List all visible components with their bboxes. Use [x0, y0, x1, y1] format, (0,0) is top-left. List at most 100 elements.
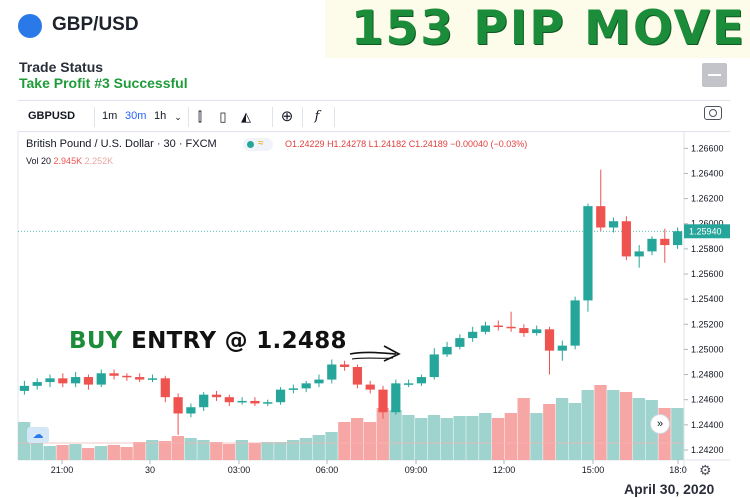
candle-body — [263, 402, 273, 404]
candle-body — [557, 345, 567, 351]
current-price-label: 1.25940 — [689, 226, 722, 236]
tradingview-logo[interactable]: ☁ — [27, 427, 49, 443]
volume-bar — [184, 438, 197, 460]
market-status-badge: ≈ — [243, 138, 273, 151]
volume-bar — [568, 403, 582, 460]
buy-label: BUY — [69, 328, 123, 354]
add-indicator-icon[interactable]: ⊕ — [280, 108, 294, 125]
interval-1h[interactable]: 1h — [154, 110, 167, 122]
interval-30m[interactable]: 30m — [125, 110, 147, 122]
volume-bar — [491, 418, 505, 460]
toolbar-divider — [302, 107, 303, 127]
volume-bar — [619, 392, 633, 460]
volume-bar — [274, 442, 287, 460]
volume-bar — [415, 418, 428, 460]
symbol-search[interactable]: GBPUSD — [28, 110, 76, 122]
volume-bar — [210, 442, 223, 460]
volume-bar — [363, 422, 377, 460]
ohlc-close: C1.24189 — [408, 139, 448, 149]
volume-bar — [197, 440, 210, 460]
ohlc-readout: O1.24229 H1.24278 L1.24182 C1.24189 −0.0… — [285, 139, 527, 149]
entry-arrow-shaft-2 — [351, 357, 394, 360]
gear-icon[interactable]: ⚙ — [699, 462, 712, 478]
volume-bar — [261, 442, 274, 460]
candle-body — [339, 364, 350, 368]
volume-bar — [581, 390, 594, 460]
candle-body — [160, 378, 170, 398]
minus-icon — [708, 74, 721, 76]
volume-bar — [94, 446, 108, 460]
pip-move-banner: 153 PIP MOVE — [325, 0, 750, 58]
collapse-button[interactable] — [702, 63, 727, 87]
time-tick-label: 12:00 — [493, 465, 516, 475]
volume-bar — [171, 436, 184, 460]
price-chart[interactable]: 1.26600 1.26400 1.26200 1.26000 1.25800 1.256… — [0, 132, 750, 482]
candle-style-icon[interactable]: ▯ — [219, 109, 227, 124]
chevron-down-icon[interactable]: ⌄ — [174, 112, 182, 122]
wave-icon: ≈ — [258, 138, 264, 149]
trade-status-label: Trade Status — [19, 59, 104, 75]
candle-body — [455, 338, 465, 347]
candle-body — [493, 325, 503, 328]
toolbar-divider — [94, 107, 95, 127]
market-open-icon — [247, 141, 254, 148]
volume-value: 2.945K — [53, 156, 83, 166]
candle-body — [365, 384, 375, 390]
price-tick-label: 1.25400 — [691, 294, 724, 304]
candle-body — [301, 383, 311, 389]
trade-status-value: Take Profit #3 Successful — [19, 75, 188, 91]
candle-body — [621, 221, 631, 257]
ohlc-change: −0.00040 (−0.03%) — [450, 139, 528, 149]
buy-entry-annotation: BUY ENTRY @ 1.2488 — [69, 328, 347, 354]
volume-bar — [632, 398, 646, 460]
chart-toolbar: GBPUSD 1m 30m 1h ⌄ ⫿ ▯ ◭ ⊕ f — [18, 100, 730, 132]
volume-bar — [389, 410, 402, 460]
candle-body — [672, 231, 683, 246]
price-tick-label: 1.25800 — [691, 244, 724, 254]
volume-bar — [517, 398, 530, 460]
candle-body — [250, 400, 260, 404]
volume-bar — [56, 445, 69, 460]
header: GBP/USD 153 PIP MOVE — [0, 0, 750, 58]
volume-bar — [543, 404, 556, 460]
toolbar-divider — [188, 107, 189, 127]
volume-bar — [235, 440, 249, 460]
candle-body — [32, 382, 42, 386]
volume-bar — [312, 435, 325, 460]
candle-body — [647, 238, 657, 252]
candle-body — [570, 300, 580, 346]
volume-bar — [671, 408, 684, 460]
volume-bar — [504, 413, 517, 460]
candle-body — [186, 407, 196, 414]
candle-body — [83, 377, 94, 385]
candle-body — [660, 238, 670, 246]
candle-body — [173, 397, 183, 414]
price-tick-label: 1.24600 — [691, 395, 724, 405]
interval-1m[interactable]: 1m — [102, 110, 118, 122]
entry-arrow-shaft — [349, 351, 397, 355]
ohlc-open: O1.24229 — [285, 139, 325, 149]
formula-icon[interactable]: f — [314, 109, 320, 124]
candle-body — [404, 383, 414, 385]
volume-bar — [107, 445, 120, 460]
price-tick-label: 1.26000 — [691, 219, 724, 229]
candle-body — [391, 383, 401, 413]
toolbar-divider — [272, 107, 273, 127]
camera-icon[interactable] — [704, 106, 722, 120]
area-style-icon[interactable]: ◭ — [241, 109, 251, 124]
volume-bar — [402, 415, 415, 460]
bar-style-icon[interactable]: ⫿ — [197, 109, 203, 124]
candle-body — [608, 221, 619, 228]
price-tick-label: 1.25000 — [691, 344, 724, 354]
volume-ma: 2.252K — [84, 156, 114, 166]
scroll-to-realtime-button[interactable]: » — [650, 414, 670, 434]
volume-bar — [427, 415, 441, 460]
volume-bar — [376, 408, 389, 460]
price-tick-label: 1.24400 — [691, 420, 724, 430]
volume-label: Vol 20 — [26, 156, 52, 166]
current-price-tag — [684, 224, 730, 239]
time-tick-label: 15:00 — [582, 465, 605, 475]
time-tick-label: 06:00 — [316, 465, 339, 475]
candle-body — [135, 377, 145, 380]
volume-bar — [351, 418, 364, 460]
